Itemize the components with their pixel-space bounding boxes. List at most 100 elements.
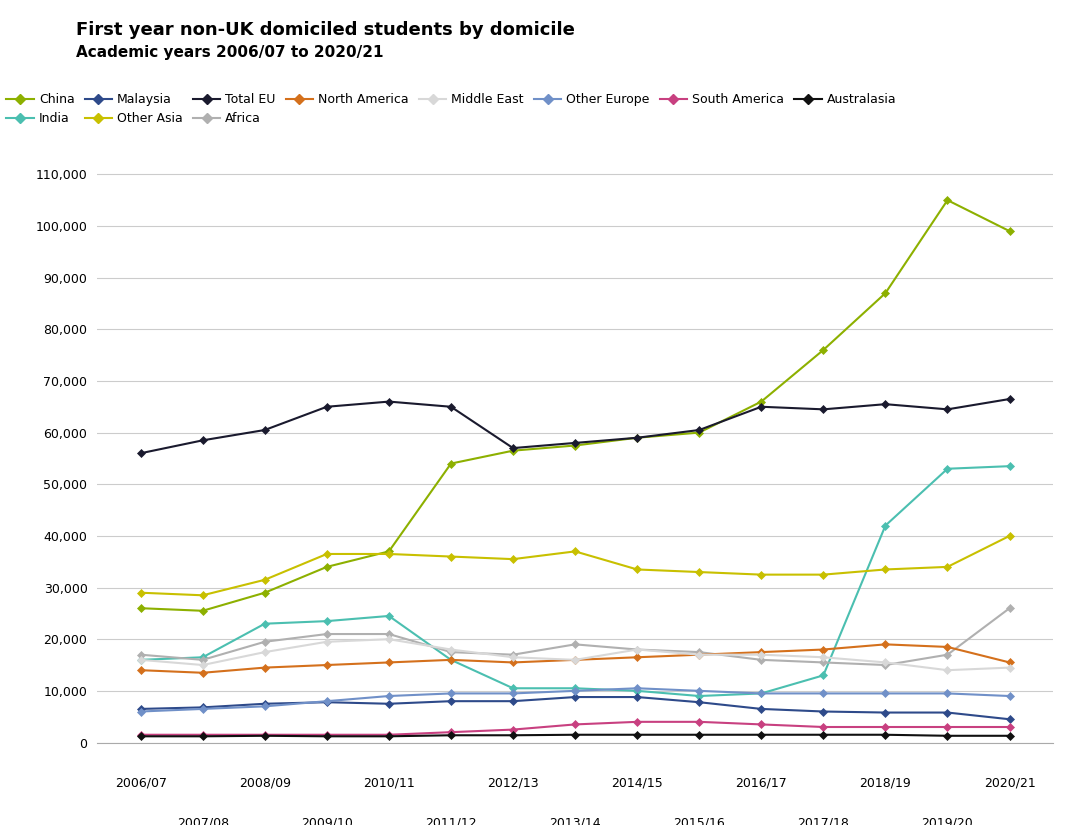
Middle East	[507, 653, 519, 662]
Middle East	[816, 653, 829, 662]
Other Asia	[816, 570, 829, 580]
Text: 2014/15: 2014/15	[611, 777, 663, 790]
Total EU	[941, 404, 954, 414]
Malaysia	[321, 697, 334, 707]
Text: Academic years 2006/07 to 2020/21: Academic years 2006/07 to 2020/21	[76, 45, 383, 60]
Total EU	[134, 448, 147, 458]
South America	[507, 724, 519, 734]
Other Europe	[321, 696, 334, 706]
Text: 2007/08: 2007/08	[177, 817, 229, 825]
Total EU	[631, 433, 644, 443]
Total EU	[382, 397, 395, 407]
Africa	[507, 650, 519, 660]
North America	[755, 647, 768, 657]
Other Europe	[382, 691, 395, 701]
Middle East	[755, 650, 768, 660]
North America	[941, 642, 954, 652]
Australasia	[321, 731, 334, 741]
Malaysia	[879, 708, 892, 718]
Middle East	[631, 644, 644, 654]
Other Asia	[197, 591, 210, 601]
Africa	[941, 650, 954, 660]
Australasia	[941, 731, 954, 741]
Middle East	[879, 658, 892, 667]
South America	[197, 730, 210, 740]
China	[1003, 226, 1016, 236]
Other Asia	[1003, 531, 1016, 541]
China	[631, 433, 644, 443]
Australasia	[1003, 731, 1016, 741]
North America	[134, 665, 147, 675]
Text: 2006/07: 2006/07	[114, 777, 166, 790]
Malaysia	[445, 696, 458, 706]
Text: 2017/18: 2017/18	[797, 817, 849, 825]
Africa	[445, 647, 458, 657]
Line: Malaysia: Malaysia	[138, 695, 1012, 722]
Africa	[382, 629, 395, 639]
Malaysia	[258, 699, 271, 709]
Australasia	[134, 731, 147, 741]
Line: India: India	[138, 464, 1012, 699]
South America	[382, 730, 395, 740]
Other Europe	[692, 686, 705, 695]
South America	[816, 722, 829, 732]
Australasia	[382, 731, 395, 741]
Text: 2009/10: 2009/10	[301, 817, 353, 825]
Line: China: China	[138, 197, 1012, 614]
Line: Other Asia: Other Asia	[138, 533, 1012, 598]
Text: 2020/21: 2020/21	[984, 777, 1036, 790]
Text: 2018/19: 2018/19	[860, 777, 912, 790]
Other Europe	[258, 701, 271, 711]
South America	[569, 719, 582, 729]
Other Asia	[507, 554, 519, 564]
Middle East	[382, 634, 395, 644]
Total EU	[507, 443, 519, 453]
South America	[879, 722, 892, 732]
Middle East	[197, 660, 210, 670]
Africa	[1003, 603, 1016, 613]
India	[258, 619, 271, 629]
Other Europe	[569, 686, 582, 695]
Line: Middle East: Middle East	[138, 636, 1012, 673]
Other Europe	[507, 689, 519, 699]
Text: 2012/13: 2012/13	[487, 777, 539, 790]
India	[879, 521, 892, 530]
India	[569, 683, 582, 693]
Africa	[321, 629, 334, 639]
Other Europe	[755, 689, 768, 699]
Total EU	[692, 425, 705, 435]
Malaysia	[134, 704, 147, 714]
China	[816, 345, 829, 355]
Line: Africa: Africa	[138, 606, 1012, 667]
Total EU	[197, 436, 210, 446]
Other Asia	[941, 562, 954, 572]
Line: North America: North America	[138, 642, 1012, 676]
Text: 2010/11: 2010/11	[363, 777, 415, 790]
China	[755, 397, 768, 407]
India	[941, 464, 954, 474]
South America	[258, 730, 271, 740]
India	[692, 691, 705, 701]
Africa	[197, 655, 210, 665]
Other Europe	[816, 689, 829, 699]
China	[507, 446, 519, 455]
Africa	[879, 660, 892, 670]
India	[321, 616, 334, 626]
India	[1003, 461, 1016, 471]
Australasia	[569, 730, 582, 740]
Other Europe	[445, 689, 458, 699]
Australasia	[692, 730, 705, 740]
Other Europe	[941, 689, 954, 699]
Africa	[134, 650, 147, 660]
Australasia	[507, 730, 519, 740]
Total EU	[1003, 394, 1016, 404]
Other Europe	[197, 704, 210, 714]
Other Asia	[258, 575, 271, 585]
Other Europe	[134, 706, 147, 716]
Australasia	[816, 730, 829, 740]
China	[941, 196, 954, 205]
Line: South America: South America	[138, 719, 1012, 738]
Malaysia	[692, 697, 705, 707]
Other Europe	[879, 689, 892, 699]
South America	[941, 722, 954, 732]
